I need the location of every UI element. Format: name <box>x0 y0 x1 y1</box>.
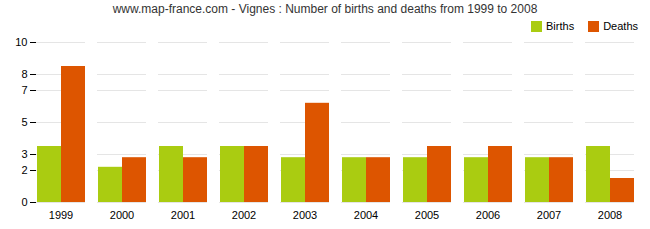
svg-text:5: 5 <box>21 116 27 128</box>
html-text:www.map-france.com - Vignes :: www.map-france.com - Vignes : Number of … <box>112 2 538 16</box>
svg-text:2: 2 <box>21 164 27 176</box>
svg-text:2003: 2003 <box>293 209 317 221</box>
svg-text:10: 10 <box>15 36 27 48</box>
svg-text:2000: 2000 <box>110 209 134 221</box>
svg-text:7: 7 <box>21 84 27 96</box>
html-text:Births: Births <box>546 20 575 32</box>
html-text:Deaths: Deaths <box>603 20 638 32</box>
svg-text:2008: 2008 <box>598 209 622 221</box>
svg-text:2001: 2001 <box>171 209 195 221</box>
svg-text:2002: 2002 <box>232 209 256 221</box>
svg-text:2007: 2007 <box>537 209 561 221</box>
svg-text:2004: 2004 <box>354 209 378 221</box>
svg-text:2005: 2005 <box>415 209 439 221</box>
svg-text:0: 0 <box>21 196 27 208</box>
svg-text:8: 8 <box>21 68 27 80</box>
svg-text:1999: 1999 <box>49 209 73 221</box>
svg-text:2006: 2006 <box>476 209 500 221</box>
svg-text:3: 3 <box>21 148 27 160</box>
